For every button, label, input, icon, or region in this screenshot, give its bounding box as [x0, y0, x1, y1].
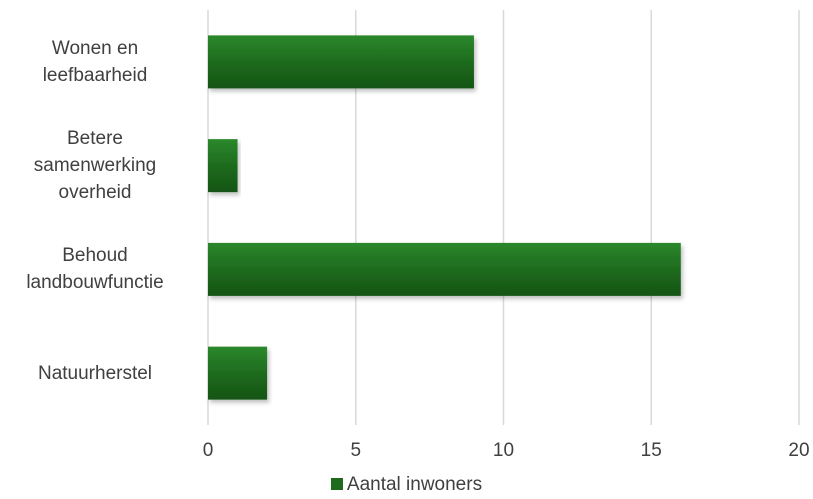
category-label: Wonen en leefbaarheid — [42, 37, 148, 86]
x-tick-label: 5 — [350, 440, 362, 461]
category-label: Natuurherstel — [37, 362, 153, 384]
legend-label: Aantal inwoners — [346, 474, 483, 495]
category-label: Betere samenwerking overheid — [33, 128, 157, 204]
category-label: Behoud landbouwfunctie — [26, 245, 164, 294]
bar — [208, 139, 238, 193]
bar — [208, 35, 474, 89]
legend-swatch — [330, 478, 343, 490]
x-tick-label: 20 — [788, 440, 810, 461]
x-tick-label: 15 — [640, 440, 662, 461]
legend: Aantal inwoners — [0, 474, 813, 496]
x-tick-label: 10 — [492, 440, 515, 461]
x-tick-label: 0 — [202, 440, 214, 461]
bars — [208, 35, 681, 400]
bar — [208, 346, 268, 400]
bar — [208, 242, 681, 296]
